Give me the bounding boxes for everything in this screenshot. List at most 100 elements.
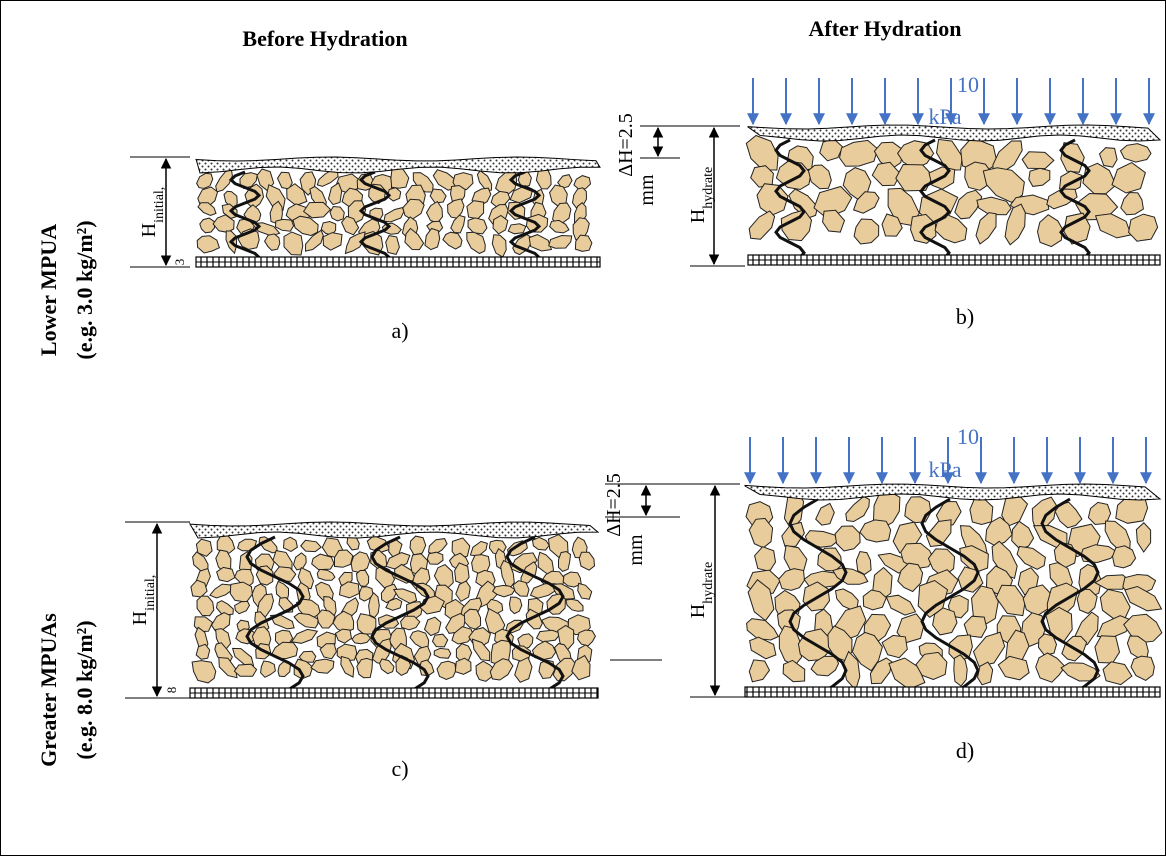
fiber [358,170,392,267]
particle [419,659,435,677]
particle [576,629,596,647]
particle [571,654,591,681]
particle [455,643,473,663]
particle [1135,521,1152,553]
panel-label: c) [391,756,408,781]
particle [1094,635,1121,664]
particle [573,175,592,190]
particle [260,660,276,678]
particle [196,172,214,189]
particle [344,231,366,255]
marker: 3 [172,259,187,266]
particle [351,632,372,645]
particle [1120,191,1144,216]
particle [915,651,948,681]
particle [845,495,870,523]
particle [492,214,509,235]
particle [935,138,963,171]
particle [577,582,593,600]
particle [319,643,337,660]
particle [429,188,447,204]
particle [1016,545,1046,570]
panel-label: b) [956,304,974,329]
particle [537,551,555,577]
particle [1087,501,1112,526]
particle [1031,496,1057,531]
row-note: (e.g. 8.0 kg/m²) [72,620,97,759]
particle [975,212,997,245]
bed [744,437,1163,698]
particle [895,163,934,192]
particle [327,182,343,206]
particle [552,657,577,682]
particle [274,218,295,232]
particle [862,589,887,611]
panel-label: d) [956,738,974,763]
particle [1021,151,1055,170]
top-plate [747,124,1162,142]
particle [451,537,471,560]
particle [304,229,324,252]
particle [855,550,872,575]
particle [548,234,573,249]
particle [463,608,482,630]
particle [192,551,209,573]
particle [1124,585,1163,612]
particle [491,234,507,258]
particle [400,615,421,631]
delta-unit: mm [625,534,647,566]
particle [1098,147,1118,168]
fiber [370,535,430,698]
header: Before Hydration [242,26,407,51]
particle [455,580,471,603]
particle [562,571,582,588]
particle [982,167,1025,203]
height-label: Hinitial, [129,575,158,626]
particle [385,235,400,255]
particle [302,201,332,219]
particle [997,655,1030,681]
particle [549,219,570,234]
particle [508,596,523,615]
particle [447,198,465,219]
particle [512,580,530,597]
particle [484,607,506,637]
particle [424,227,441,251]
particle [885,594,917,616]
particle [316,568,336,581]
particle [963,615,988,638]
particle [210,611,231,632]
particle [985,516,1013,547]
particle [426,551,444,565]
particle [810,655,840,677]
particle [275,580,289,602]
particle [231,647,255,667]
fiber [245,535,305,698]
particle [1111,162,1146,194]
particle [745,134,779,171]
bed [189,521,600,699]
delta-label: ΔH=2.5 [603,473,625,537]
particle [199,217,216,234]
particle [1111,545,1137,569]
particle [834,525,861,552]
fiber [508,170,542,267]
particle [935,501,962,527]
particle [976,196,1012,216]
particle [900,542,935,570]
particle [578,551,596,571]
particle [1046,188,1078,210]
particle [196,235,221,254]
particle [292,215,319,237]
particle [1011,520,1035,550]
particle [859,519,892,543]
particle [507,223,527,235]
particle [264,233,281,251]
particle [1036,214,1064,248]
panel-label: a) [391,318,408,343]
particle [972,631,1006,667]
particle [557,174,573,189]
particle [404,227,425,251]
particle [528,234,553,252]
particle [350,551,371,574]
